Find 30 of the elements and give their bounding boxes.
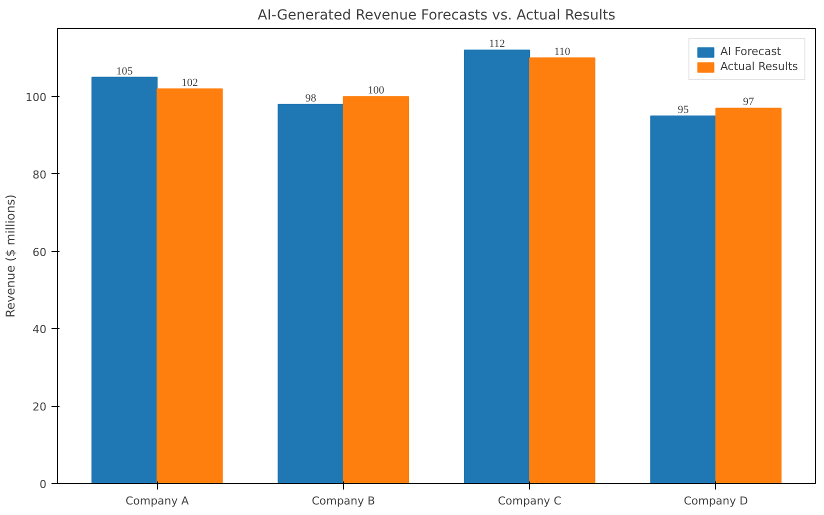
data-label: 110 — [554, 46, 571, 58]
data-label: 100 — [368, 84, 385, 97]
chart-title: AI-Generated Revenue Forecasts vs. Actual Results — [258, 8, 616, 24]
bar — [91, 76, 158, 484]
y-tick-label: 20 — [32, 400, 47, 414]
x-tick-label: Company B — [312, 494, 376, 508]
bar — [156, 88, 223, 484]
bar — [715, 108, 782, 484]
bar — [529, 57, 596, 484]
bar — [464, 50, 530, 484]
x-tick-label: Company C — [498, 494, 562, 508]
data-label: 95 — [678, 104, 690, 116]
data-label: 102 — [181, 76, 198, 89]
y-tick-label: 80 — [32, 168, 47, 182]
data-label: 105 — [116, 65, 134, 78]
y-tick-label: 40 — [32, 323, 47, 336]
y-tick-label: 60 — [32, 246, 47, 259]
bar — [650, 115, 716, 484]
bar — [278, 104, 344, 484]
x-tick-label: Company D — [684, 494, 748, 508]
data-label: 97 — [742, 96, 754, 108]
y-tick-label: 100 — [26, 91, 47, 104]
data-label: 112 — [488, 38, 506, 50]
bar — [342, 96, 410, 484]
y-tick-label: 0 — [40, 478, 46, 491]
data-label: 98 — [305, 92, 317, 104]
y-axis-title: Revenue ($ millions) — [4, 194, 18, 318]
legend-label: Actual Results — [720, 60, 798, 73]
x-tick-label: Company A — [125, 494, 190, 508]
legend-label: AI Forecast — [720, 45, 782, 58]
